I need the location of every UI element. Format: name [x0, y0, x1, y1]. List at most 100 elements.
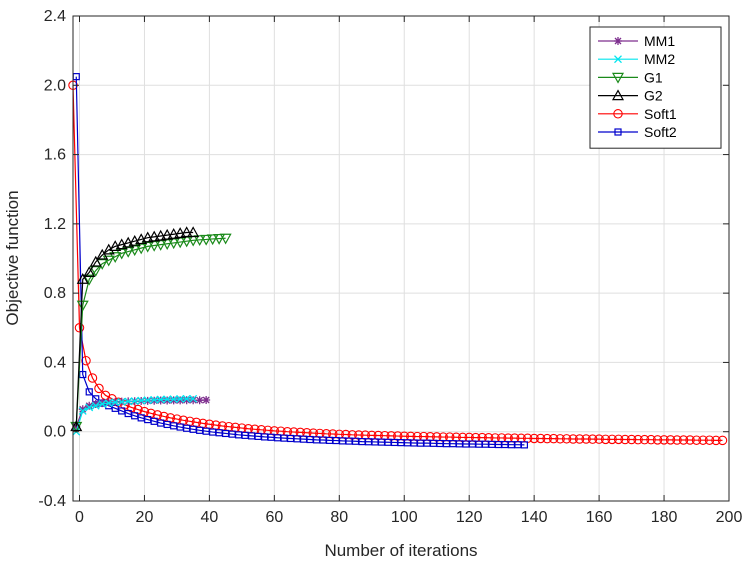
axes-frame — [72, 15, 730, 502]
x-tick-label: 80 — [330, 509, 348, 526]
data-point-g2 — [148, 230, 161, 242]
x-tick-label: 160 — [586, 509, 613, 526]
data-point-soft1 — [587, 434, 598, 444]
data-point-g1 — [174, 237, 187, 249]
data-point-mm1 — [202, 396, 211, 405]
data-point-g1 — [128, 245, 141, 257]
data-point-soft1 — [607, 434, 617, 445]
data-point-soft1 — [626, 434, 637, 445]
data-point-mm1 — [85, 401, 94, 410]
data-point-soft1 — [698, 435, 708, 445]
data-point-g1 — [135, 243, 148, 255]
data-point-soft1 — [646, 434, 656, 445]
legend-marker-soft2 — [614, 128, 622, 136]
data-point-soft1 — [678, 435, 689, 445]
data-point-soft1 — [81, 355, 91, 366]
data-point-mm1 — [176, 396, 185, 405]
data-point-g2 — [76, 273, 89, 284]
data-point-g1 — [83, 274, 96, 286]
legend-label-g2: G2 — [644, 88, 663, 104]
data-point-mm2 — [104, 399, 113, 408]
data-point-g2 — [161, 228, 174, 240]
data-point-soft1 — [639, 434, 650, 445]
tick-labels: 0 20 40 60 80 100 120 140 160 180 200 -0.4 0.0 0.4 0.8… — [38, 8, 742, 526]
series-g2 — [70, 226, 200, 432]
data-point-soft1 — [672, 435, 682, 445]
x-tick-label: 40 — [200, 509, 218, 526]
data-point-soft1 — [574, 434, 585, 444]
legend-item-soft1: Soft1 — [598, 106, 677, 122]
data-point-g1 — [154, 240, 167, 251]
x-axis-title: Number of iterations — [324, 541, 477, 560]
data-point-soft1 — [529, 433, 539, 444]
x-tick-label: 60 — [265, 509, 283, 526]
data-point-g1 — [115, 248, 128, 260]
data-point-soft1 — [87, 373, 98, 383]
legend-label-soft2: Soft2 — [644, 124, 677, 140]
data-point-g1 — [167, 238, 180, 250]
data-point-mm2 — [117, 397, 126, 406]
legend: MM1 MM2 G1 G2 Soft1 Soft2 — [589, 26, 722, 149]
x-tick-label: 100 — [391, 509, 418, 526]
data-point-mm2 — [111, 398, 120, 407]
legend-marker-soft1 — [613, 109, 623, 119]
data-point-mm1 — [189, 396, 198, 405]
data-point-soft1 — [568, 434, 578, 444]
y-tick-label: 1.6 — [44, 147, 66, 164]
data-point-mm2 — [163, 395, 172, 404]
data-point-soft1 — [74, 323, 85, 333]
data-point-g2 — [187, 226, 200, 238]
legend-label-soft1: Soft1 — [644, 106, 677, 122]
series-soft2 — [72, 73, 529, 449]
plot-area-frame — [72, 15, 730, 502]
x-tick-label: 200 — [716, 509, 743, 526]
data-point-soft1 — [548, 433, 559, 444]
data-point-mm2 — [169, 395, 178, 404]
y-tick-label: 0.0 — [44, 424, 66, 441]
data-point-soft1 — [685, 435, 695, 445]
data-point-mm1 — [182, 396, 191, 405]
data-point-mm2 — [176, 395, 185, 403]
data-point-soft1 — [581, 434, 591, 444]
data-point-mm2 — [124, 397, 133, 406]
data-point-mm1 — [169, 396, 178, 405]
data-point-soft1 — [600, 434, 611, 445]
data-point-soft1 — [691, 435, 702, 445]
data-point-g2 — [167, 228, 180, 239]
data-point-soft1 — [542, 433, 552, 444]
data-point-g1 — [148, 240, 161, 252]
data-point-g2 — [141, 231, 154, 243]
data-point-soft1 — [711, 435, 721, 446]
data-point-mm2 — [85, 403, 94, 412]
data-point-g1 — [141, 241, 154, 253]
data-point-mm2 — [137, 396, 146, 405]
data-point-mm2 — [98, 400, 107, 408]
data-point-soft1 — [561, 434, 572, 444]
data-point-soft1 — [594, 434, 604, 444]
data-point-g1 — [200, 234, 213, 246]
data-point-soft1 — [633, 434, 643, 445]
series-line-g2 — [75, 231, 194, 427]
y-tick-label: 2.0 — [44, 77, 66, 94]
data-point-mm2 — [182, 394, 191, 403]
legend-box — [589, 26, 722, 149]
data-point-g2 — [154, 229, 167, 241]
data-point-mm1 — [91, 400, 100, 408]
data-point-soft1 — [717, 435, 728, 446]
x-tick-label: 120 — [456, 509, 483, 526]
x-tick-label: 20 — [136, 509, 154, 526]
y-axis-title: Objective function — [3, 190, 22, 325]
series-g1 — [70, 233, 232, 433]
data-point-mm2 — [189, 394, 198, 403]
data-point-soft1 — [94, 383, 104, 394]
y-tick-label: 0.4 — [44, 354, 66, 371]
data-point-g2 — [96, 248, 109, 260]
data-point-g1 — [213, 233, 226, 245]
data-point-soft2 — [79, 370, 87, 379]
data-point-mm2 — [156, 395, 165, 404]
data-point-mm2 — [91, 401, 100, 410]
data-point-g1 — [219, 233, 232, 245]
legend-label-g1: G1 — [644, 69, 663, 85]
